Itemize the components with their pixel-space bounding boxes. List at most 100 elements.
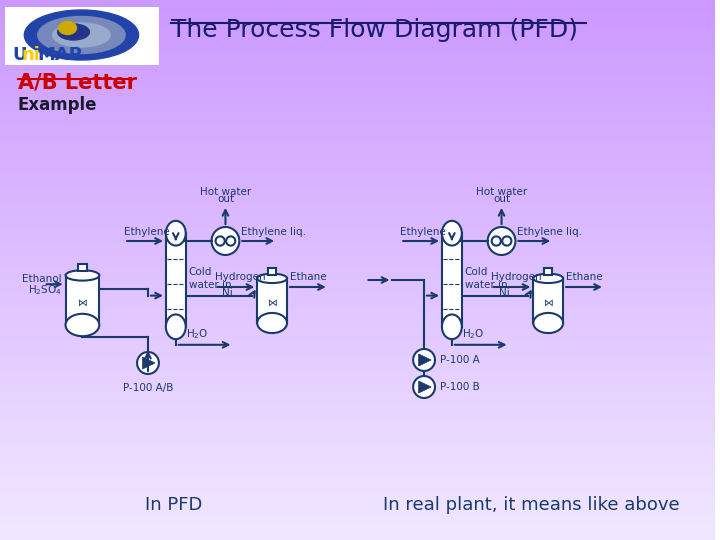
Bar [0, 221, 715, 227]
Text: H$_2$SO$_4$: H$_2$SO$_4$ [27, 283, 62, 296]
Text: A/B Letter: A/B Letter [18, 72, 137, 92]
Text: water in: water in [465, 280, 508, 290]
Bar [0, 281, 715, 286]
Bar [0, 491, 715, 497]
Bar [0, 11, 715, 16]
Bar [0, 108, 715, 113]
Text: out: out [217, 194, 234, 204]
Bar [0, 65, 715, 70]
Bar [0, 194, 715, 200]
Bar [0, 464, 715, 470]
Ellipse shape [534, 274, 563, 283]
Bar [0, 200, 715, 205]
Text: ni: ni [22, 46, 41, 64]
Bar [78, 264, 87, 272]
Bar [0, 313, 715, 319]
Text: Hot water: Hot water [476, 187, 527, 197]
Bar [66, 275, 99, 325]
Bar [534, 278, 563, 323]
Bar [0, 216, 715, 221]
Bar [0, 140, 715, 146]
Bar [0, 308, 715, 313]
Bar [0, 205, 715, 211]
Text: U: U [12, 46, 27, 64]
Bar [0, 54, 715, 59]
Text: Ethylene liq.: Ethylene liq. [518, 227, 582, 237]
Ellipse shape [37, 17, 125, 53]
Bar [0, 124, 715, 130]
FancyBboxPatch shape [5, 7, 159, 65]
Bar [0, 389, 715, 394]
Bar [0, 443, 715, 448]
Ellipse shape [257, 313, 287, 333]
Text: water in: water in [189, 280, 231, 290]
Bar [0, 243, 715, 248]
Bar [0, 378, 715, 383]
Bar [0, 211, 715, 216]
Bar [0, 329, 715, 335]
Text: Ethane: Ethane [566, 272, 603, 282]
Bar [0, 173, 715, 178]
Polygon shape [418, 354, 431, 366]
Bar [0, 351, 715, 356]
Text: Ni: Ni [222, 288, 233, 298]
Bar [0, 524, 715, 529]
Text: $\bowtie$: $\bowtie$ [266, 298, 279, 308]
Bar [0, 324, 715, 329]
Text: $\bowtie$: $\bowtie$ [76, 298, 89, 308]
Text: $\bowtie$: $\bowtie$ [542, 298, 554, 308]
Bar [0, 416, 715, 421]
Bar [0, 383, 715, 389]
Bar [0, 486, 715, 491]
Text: Cold: Cold [189, 267, 212, 277]
Bar [0, 319, 715, 324]
Bar [0, 254, 715, 259]
Bar [0, 400, 715, 405]
Circle shape [413, 376, 435, 398]
Text: Hydrogen: Hydrogen [490, 272, 541, 282]
Bar [0, 238, 715, 243]
Text: H$_2$O: H$_2$O [186, 327, 208, 341]
Bar [0, 275, 715, 281]
Bar [0, 405, 715, 410]
Text: H$_2$O: H$_2$O [462, 327, 485, 341]
Bar [0, 167, 715, 173]
Bar [0, 49, 715, 54]
Bar [166, 233, 186, 327]
Polygon shape [143, 357, 155, 369]
Bar [268, 268, 276, 275]
Bar [0, 421, 715, 427]
Bar [0, 178, 715, 184]
Bar [0, 92, 715, 97]
Bar [0, 367, 715, 373]
Bar [0, 97, 715, 103]
Text: out: out [493, 194, 510, 204]
Bar [0, 162, 715, 167]
Text: MAP: MAP [37, 46, 83, 64]
Ellipse shape [442, 221, 462, 246]
Bar [0, 427, 715, 432]
Circle shape [492, 237, 501, 246]
Bar [0, 103, 715, 108]
Text: P-100 A: P-100 A [440, 355, 480, 365]
Bar [0, 265, 715, 270]
Bar [0, 513, 715, 518]
Bar [0, 432, 715, 437]
Bar [0, 518, 715, 524]
Text: P-100 A/B: P-100 A/B [123, 383, 174, 393]
Bar [0, 113, 715, 119]
Circle shape [137, 352, 159, 374]
Polygon shape [418, 381, 431, 393]
Bar [0, 529, 715, 535]
Bar [0, 373, 715, 378]
Bar [0, 146, 715, 151]
Text: Ethane: Ethane [290, 272, 327, 282]
Bar [0, 189, 715, 194]
Text: In PFD: In PFD [145, 496, 202, 514]
Bar [442, 233, 462, 327]
Ellipse shape [24, 10, 138, 60]
Bar [0, 481, 715, 486]
Bar [0, 119, 715, 124]
Bar [0, 86, 715, 92]
Bar [0, 454, 715, 459]
